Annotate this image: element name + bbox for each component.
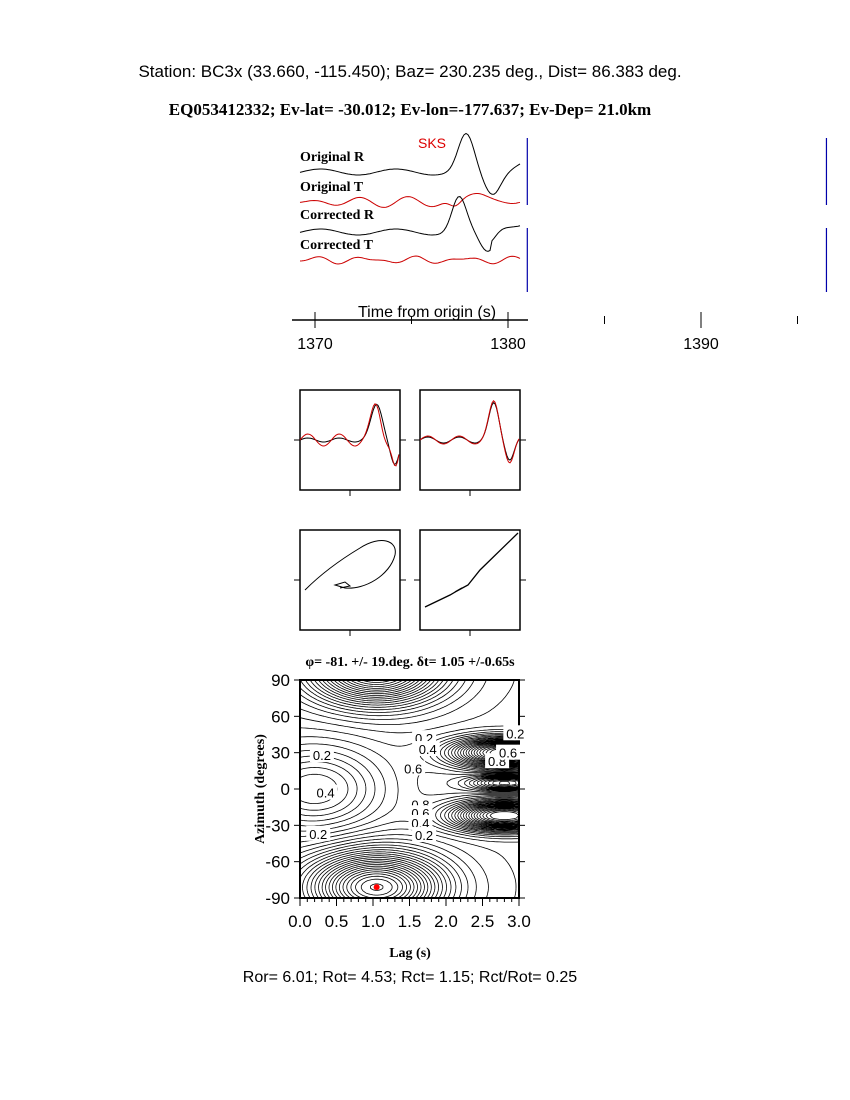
waveform-panel: SKS Original R Original T Corrected R Co… bbox=[292, 132, 828, 353]
contour-label-bg bbox=[412, 827, 437, 843]
contour-label: 0.4 bbox=[419, 742, 437, 757]
x-axis-label: Time from origin (s) bbox=[358, 304, 496, 321]
x-tick-label: 2.5 bbox=[471, 912, 495, 931]
x-tick-label: 0.5 bbox=[325, 912, 349, 931]
contour-label-bg bbox=[309, 747, 334, 763]
x-tick-label: 1390 bbox=[683, 336, 719, 353]
contour-label-bg bbox=[313, 784, 338, 800]
trace-label: Original R bbox=[300, 150, 365, 165]
waveform-trace bbox=[299, 403, 400, 466]
y-tick-label: 60 bbox=[271, 707, 290, 726]
x-tick-label: 1.5 bbox=[398, 912, 422, 931]
y-tick-label: -60 bbox=[265, 853, 290, 872]
x-tick-label: 2.0 bbox=[434, 912, 458, 931]
contour-label: 0.2 bbox=[313, 748, 331, 763]
waveform-trace bbox=[299, 132, 521, 195]
waveform-trace bbox=[299, 255, 521, 265]
contour-label-bg bbox=[503, 725, 528, 741]
contour-label: 0.6 bbox=[499, 746, 517, 761]
best-fit-marker bbox=[373, 884, 380, 891]
waveform-trace bbox=[299, 196, 521, 252]
waveform-trace bbox=[419, 400, 520, 464]
contour-label: 0.6 bbox=[404, 761, 422, 776]
contour-label-bg bbox=[401, 760, 426, 776]
y-tick-label: 90 bbox=[271, 671, 290, 690]
event-line: EQ053412332; Ev-lat= -30.012; Ev-lon=-17… bbox=[169, 100, 651, 119]
y-tick-label: -90 bbox=[265, 889, 290, 908]
x-tick-label: 1380 bbox=[490, 336, 526, 353]
particle-motion-path bbox=[304, 540, 396, 591]
waveform-trace bbox=[299, 193, 521, 208]
station-line: Station: BC3x (33.660, -115.450); Baz= 2… bbox=[138, 62, 681, 81]
waveform-trace bbox=[419, 401, 520, 461]
x-tick-label: 1370 bbox=[297, 336, 333, 353]
trace-label: Corrected R bbox=[300, 208, 375, 223]
contour-label-bg bbox=[496, 744, 521, 760]
x-tick-label: 0.0 bbox=[288, 912, 312, 931]
contour-label: 0.2 bbox=[415, 828, 433, 843]
phase-label: SKS bbox=[418, 135, 446, 151]
particle-motion-path bbox=[424, 532, 519, 608]
contour-title: φ= -81. +/- 19.deg. δt= 1.05 +/-0.65s bbox=[305, 655, 515, 670]
y-axis-label: Azimuth (degrees) bbox=[253, 734, 268, 844]
trace-label: Corrected T bbox=[300, 238, 374, 253]
ratio-line: Ror= 6.01; Rot= 4.53; Rct= 1.15; Rct/Rot… bbox=[243, 969, 578, 986]
contour-label-bg bbox=[306, 825, 331, 841]
waveform-trace bbox=[299, 403, 400, 467]
contour-label-bg bbox=[415, 741, 440, 757]
contour-label: 0.2 bbox=[506, 726, 524, 741]
x-tick-label: 1.0 bbox=[361, 912, 385, 931]
y-tick-label: -30 bbox=[265, 816, 290, 835]
y-tick-label: 0 bbox=[281, 780, 290, 799]
trace-label: Original T bbox=[300, 180, 364, 195]
y-tick-label: 30 bbox=[271, 744, 290, 763]
error-surface-panel: φ= -81. +/- 19.deg. δt= 1.05 +/-0.65s La… bbox=[253, 655, 531, 961]
particle-motion-panels bbox=[294, 389, 526, 636]
x-tick-label: 3.0 bbox=[507, 912, 531, 931]
contour-label: 0.2 bbox=[309, 827, 327, 842]
contour-label: 0.4 bbox=[317, 786, 335, 801]
x-axis-label: Lag (s) bbox=[389, 946, 431, 961]
contour-label-bg bbox=[408, 814, 433, 830]
